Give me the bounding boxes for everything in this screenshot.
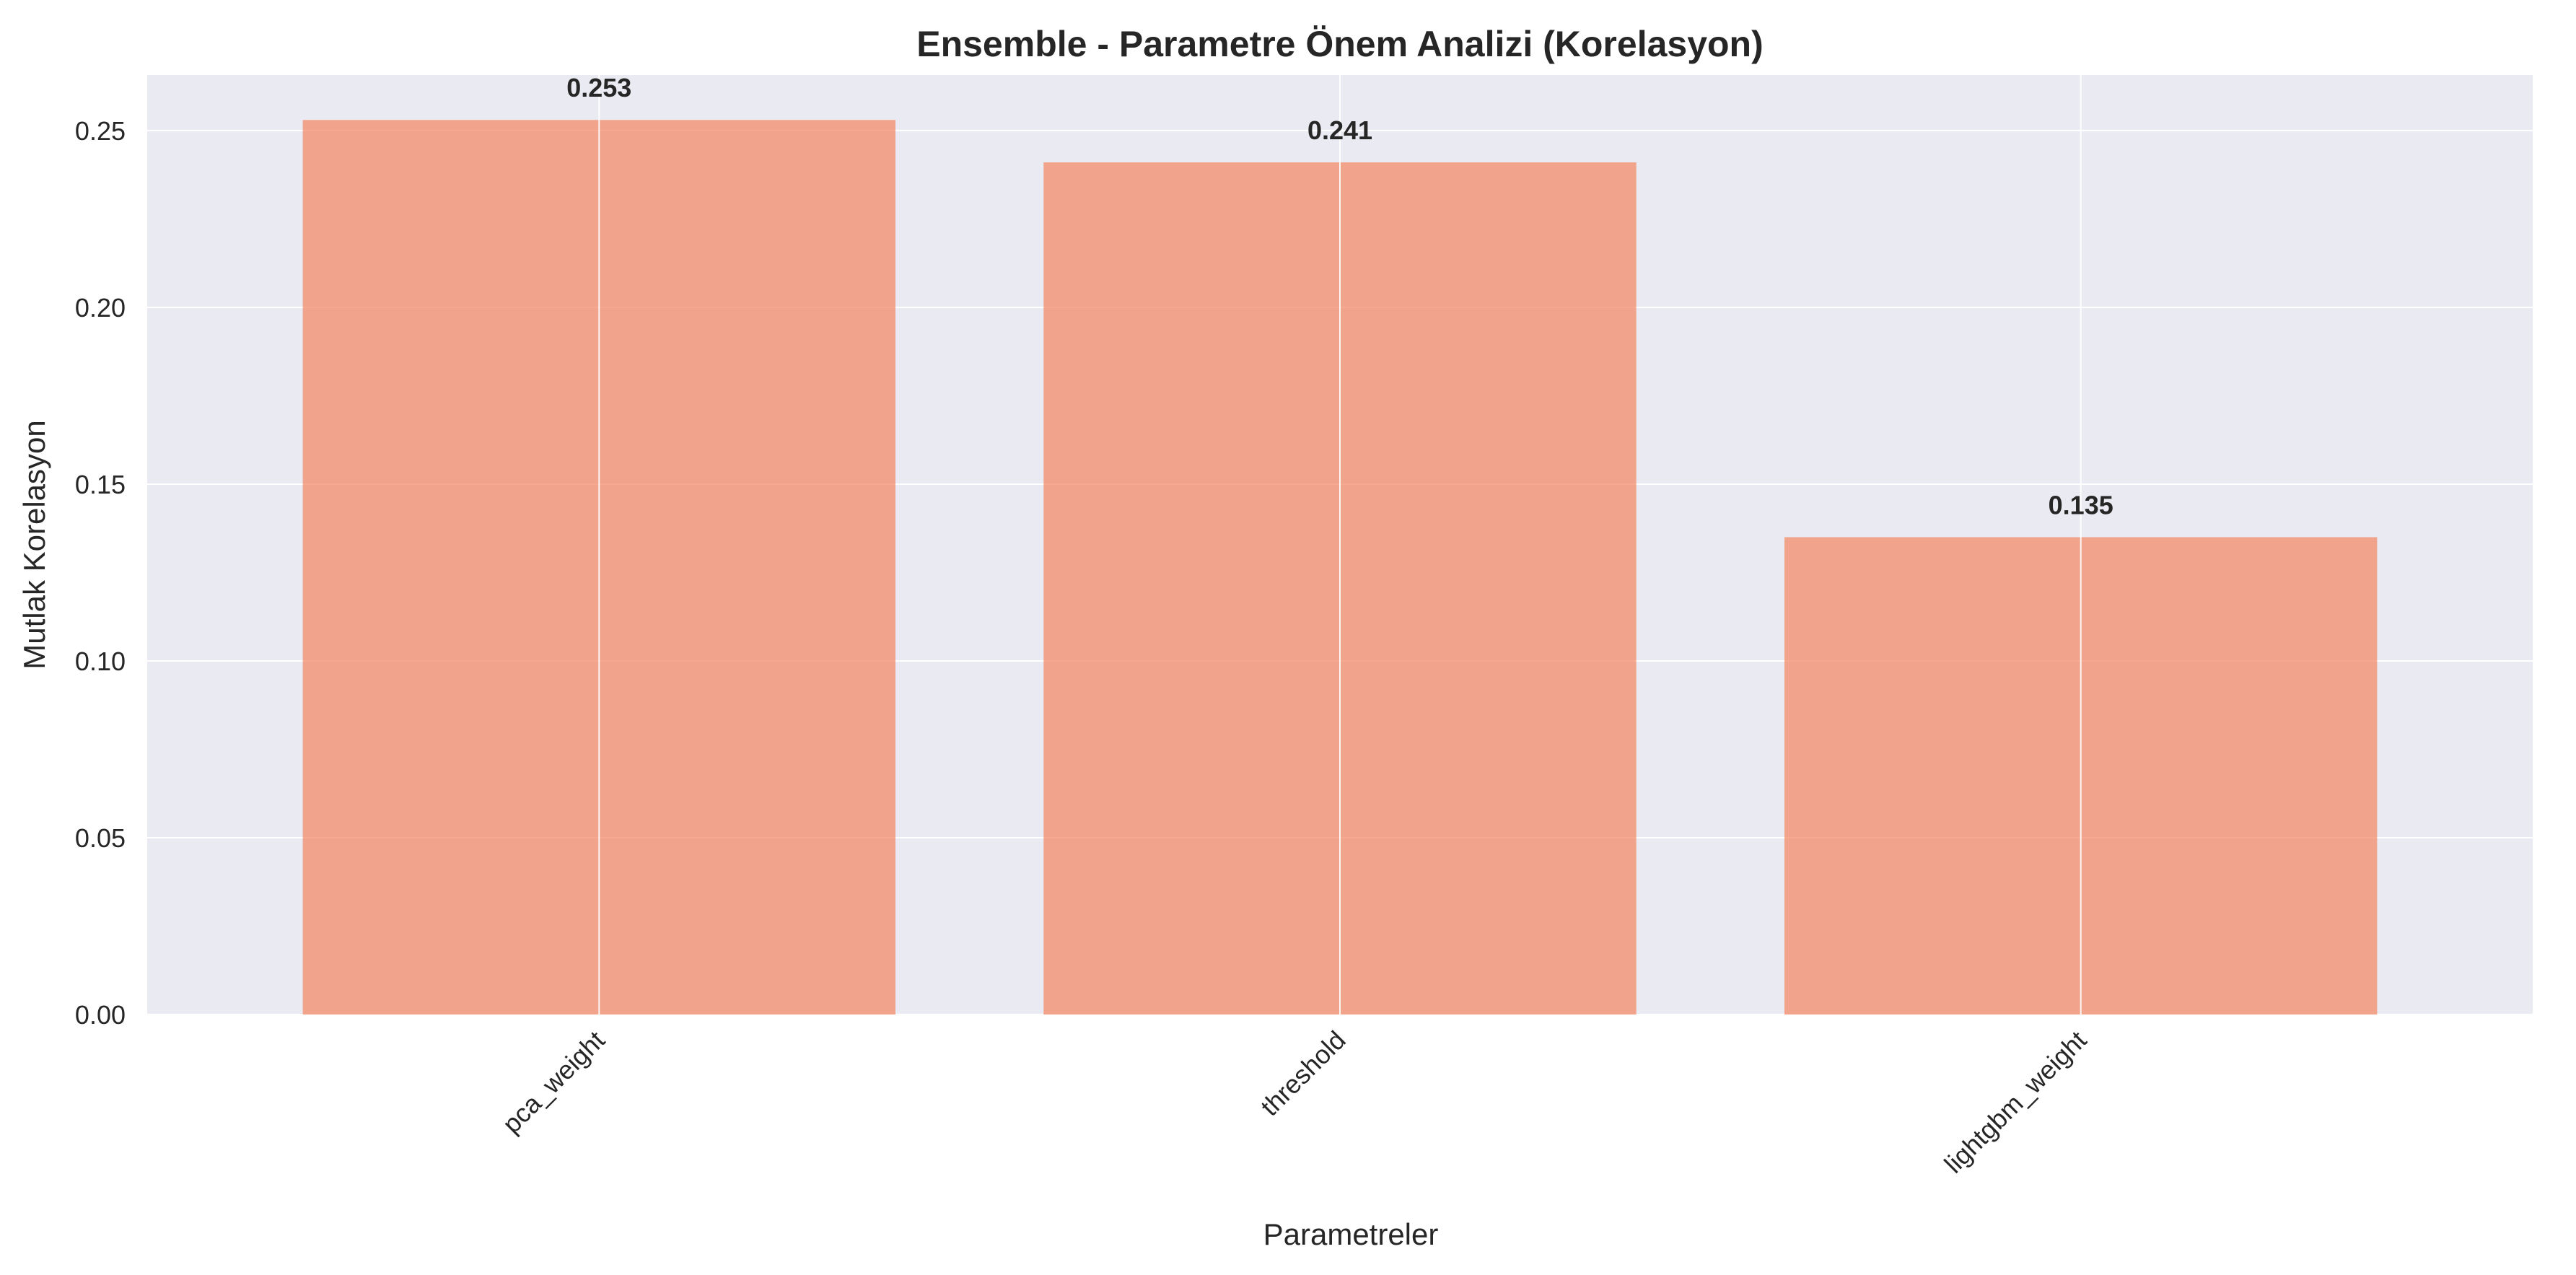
y-tick-label: 0.25 [75, 116, 126, 146]
bar-value-label: 0.253 [566, 73, 631, 102]
bar-value-label: 0.241 [1307, 115, 1372, 145]
x-axis-label: Parametreler [1263, 1217, 1439, 1251]
y-tick-label: 0.05 [75, 823, 126, 853]
x-axis-ticks: pca_weight threshold lightgbm_weight [496, 1025, 2092, 1179]
bar-value-labels: 0.253 0.241 0.135 [566, 73, 2113, 520]
x-tick-label: pca_weight [496, 1025, 610, 1139]
chart-title: Ensemble - Parametre Önem Analizi (Korel… [916, 24, 1764, 64]
y-tick-label: 0.20 [75, 293, 126, 323]
y-axis-ticks: 0.00 0.05 0.10 0.15 0.20 0.25 [75, 116, 126, 1030]
y-tick-label: 0.10 [75, 647, 126, 676]
vertical-grid-lines [598, 75, 2082, 1015]
x-tick-label: lightgbm_weight [1938, 1025, 2092, 1179]
bar-value-label: 0.135 [2049, 490, 2113, 520]
x-tick-label: threshold [1255, 1025, 1351, 1122]
y-tick-label: 0.00 [75, 1000, 126, 1030]
y-tick-label: 0.15 [75, 470, 126, 499]
y-axis-label: Mutlak Korelasyon [17, 420, 51, 670]
